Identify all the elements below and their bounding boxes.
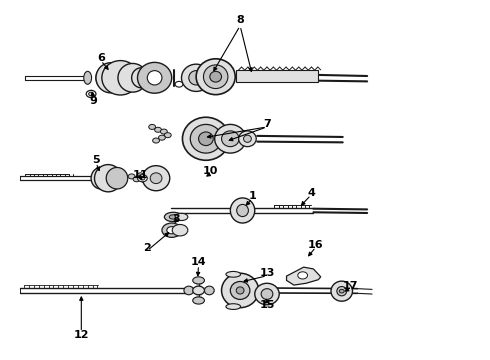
Text: 8: 8 [236,15,244,26]
Ellipse shape [143,166,170,191]
Ellipse shape [230,282,250,300]
Ellipse shape [226,304,241,310]
Ellipse shape [193,297,204,304]
Polygon shape [236,70,318,82]
Ellipse shape [244,135,251,142]
Ellipse shape [138,62,172,93]
Ellipse shape [132,68,151,88]
Ellipse shape [261,289,273,300]
Circle shape [153,138,159,143]
Text: 10: 10 [203,166,219,176]
Text: 11: 11 [132,170,147,180]
Circle shape [160,129,167,134]
Circle shape [298,272,308,279]
Text: 9: 9 [90,96,98,106]
Circle shape [159,135,165,140]
Circle shape [128,174,135,179]
Ellipse shape [164,212,182,222]
Text: 13: 13 [259,268,275,278]
Ellipse shape [96,66,116,89]
Text: 14: 14 [191,257,206,267]
Circle shape [138,175,147,182]
Ellipse shape [190,125,221,153]
Ellipse shape [84,71,92,84]
Ellipse shape [172,225,188,236]
Circle shape [141,177,148,183]
Circle shape [133,177,140,182]
Ellipse shape [169,215,177,219]
Ellipse shape [91,167,111,189]
Text: 15: 15 [259,300,275,310]
Ellipse shape [221,131,239,147]
Ellipse shape [181,64,211,91]
Circle shape [140,176,145,180]
Text: 17: 17 [343,281,358,291]
Ellipse shape [193,277,204,284]
Ellipse shape [239,131,256,147]
Ellipse shape [331,281,352,301]
Ellipse shape [230,198,255,223]
Ellipse shape [236,287,244,294]
Ellipse shape [203,65,228,89]
Ellipse shape [210,71,221,82]
Ellipse shape [167,226,176,234]
Ellipse shape [189,71,203,85]
Text: 3: 3 [173,215,180,224]
Circle shape [86,90,96,98]
Ellipse shape [147,71,162,85]
Ellipse shape [184,286,194,295]
Ellipse shape [175,213,188,221]
Circle shape [164,133,171,138]
Circle shape [193,286,204,295]
Circle shape [175,81,183,87]
Ellipse shape [96,63,125,93]
Ellipse shape [215,125,246,153]
Circle shape [137,173,144,178]
Text: 2: 2 [144,243,151,253]
Text: 5: 5 [92,155,100,165]
Ellipse shape [237,204,248,217]
Ellipse shape [118,63,147,92]
Ellipse shape [226,271,241,277]
Ellipse shape [221,273,259,308]
Ellipse shape [102,60,139,95]
Circle shape [149,125,156,130]
Ellipse shape [150,173,162,184]
Polygon shape [287,267,321,285]
Ellipse shape [198,132,213,145]
Ellipse shape [182,117,229,160]
Text: 1: 1 [248,191,256,201]
Text: 12: 12 [74,330,89,340]
Ellipse shape [255,283,279,305]
Ellipse shape [162,223,181,237]
Ellipse shape [106,167,128,189]
Ellipse shape [337,287,346,296]
Circle shape [155,127,161,132]
Circle shape [339,289,344,293]
Ellipse shape [204,286,214,295]
Text: 4: 4 [307,188,315,198]
Circle shape [89,92,94,96]
Text: 16: 16 [308,239,324,249]
Text: 7: 7 [263,120,271,129]
Ellipse shape [196,59,235,95]
Ellipse shape [95,165,122,192]
Text: 6: 6 [97,53,105,63]
